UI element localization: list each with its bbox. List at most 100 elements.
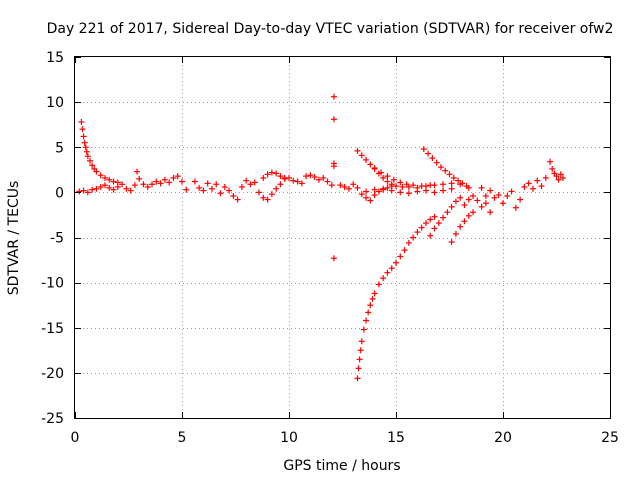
data-point bbox=[482, 192, 489, 199]
data-point bbox=[487, 209, 494, 216]
data-point bbox=[371, 192, 378, 199]
data-point bbox=[307, 172, 314, 179]
data-point bbox=[414, 188, 421, 195]
data-point bbox=[375, 281, 382, 288]
series-upper-tracks bbox=[260, 169, 288, 181]
data-point bbox=[457, 223, 464, 230]
data-point bbox=[234, 196, 241, 203]
data-point bbox=[191, 178, 198, 185]
data-point bbox=[427, 182, 434, 189]
data-point bbox=[427, 232, 434, 239]
data-point bbox=[208, 185, 215, 192]
data-point bbox=[260, 194, 267, 201]
data-point bbox=[553, 173, 560, 180]
x-tick-label: 5 bbox=[178, 430, 187, 446]
data-point bbox=[174, 173, 181, 180]
data-point bbox=[549, 165, 556, 172]
series-diagonal-3 bbox=[371, 165, 434, 190]
data-point bbox=[354, 147, 361, 154]
data-point bbox=[403, 181, 410, 188]
series-diagonal-4 bbox=[420, 146, 470, 190]
data-point bbox=[355, 365, 362, 372]
data-point bbox=[425, 150, 432, 157]
data-point bbox=[401, 247, 408, 254]
data-point bbox=[414, 229, 421, 236]
data-point bbox=[341, 183, 348, 190]
data-point bbox=[363, 156, 370, 163]
data-point bbox=[166, 179, 173, 186]
x-tick-label: 15 bbox=[387, 430, 405, 446]
data-point bbox=[324, 178, 331, 185]
data-point bbox=[330, 93, 337, 100]
data-point bbox=[93, 185, 100, 192]
x-axis-label: GPS time / hours bbox=[283, 458, 400, 474]
data-point bbox=[405, 190, 412, 197]
data-point bbox=[371, 290, 378, 297]
data-point bbox=[450, 174, 457, 181]
data-point bbox=[384, 184, 391, 191]
data-point bbox=[433, 159, 440, 166]
data-point bbox=[290, 177, 297, 184]
y-axis-label: SDTVAR / TECUs bbox=[6, 181, 22, 296]
data-point bbox=[555, 176, 562, 183]
data-point bbox=[153, 178, 160, 185]
data-point bbox=[84, 153, 91, 160]
y-tick-label: -10 bbox=[41, 276, 64, 292]
data-point bbox=[320, 174, 327, 181]
data-point bbox=[256, 189, 263, 196]
data-point bbox=[397, 179, 404, 186]
data-point bbox=[452, 198, 459, 205]
data-point bbox=[330, 163, 337, 170]
data-point bbox=[204, 180, 211, 187]
data-point bbox=[140, 181, 147, 188]
series-band-early bbox=[76, 168, 190, 196]
data-point bbox=[360, 326, 367, 333]
data-point bbox=[183, 186, 190, 193]
data-point bbox=[388, 265, 395, 272]
data-point bbox=[294, 178, 301, 185]
data-point bbox=[534, 177, 541, 184]
y-tick-label: 10 bbox=[46, 95, 64, 111]
data-point bbox=[431, 213, 438, 220]
data-point bbox=[399, 183, 406, 190]
series-outliers bbox=[330, 93, 337, 262]
data-point bbox=[363, 188, 370, 195]
data-point bbox=[457, 194, 464, 201]
data-point bbox=[354, 184, 361, 191]
data-point bbox=[470, 192, 477, 199]
data-point bbox=[358, 152, 365, 159]
data-point bbox=[384, 269, 391, 276]
data-point bbox=[76, 188, 83, 195]
data-point bbox=[330, 255, 337, 262]
data-point bbox=[221, 183, 228, 190]
data-point bbox=[487, 187, 494, 194]
data-point bbox=[369, 295, 376, 302]
data-point bbox=[101, 182, 108, 189]
data-point bbox=[463, 183, 470, 190]
data-point bbox=[217, 190, 224, 197]
data-point bbox=[517, 196, 524, 203]
data-point bbox=[405, 239, 412, 246]
data-point bbox=[512, 204, 519, 211]
data-point bbox=[89, 162, 96, 169]
data-point bbox=[365, 309, 372, 316]
data-point bbox=[114, 183, 121, 190]
data-point bbox=[80, 133, 87, 140]
data-point bbox=[354, 375, 361, 382]
chart-title: Day 221 of 2017, Sidereal Day-to-day VTE… bbox=[47, 21, 614, 37]
data-point bbox=[243, 177, 250, 184]
data-point bbox=[422, 220, 429, 227]
data-point bbox=[418, 224, 425, 231]
data-point bbox=[78, 118, 85, 125]
grid-lines bbox=[75, 57, 610, 418]
data-point bbox=[380, 275, 387, 282]
data-point bbox=[367, 161, 374, 168]
data-point bbox=[470, 209, 477, 216]
data-point bbox=[440, 214, 447, 221]
data-point bbox=[97, 183, 104, 190]
data-point bbox=[81, 139, 88, 146]
data-point bbox=[525, 180, 532, 187]
data-point bbox=[356, 356, 363, 363]
data-point bbox=[478, 184, 485, 191]
